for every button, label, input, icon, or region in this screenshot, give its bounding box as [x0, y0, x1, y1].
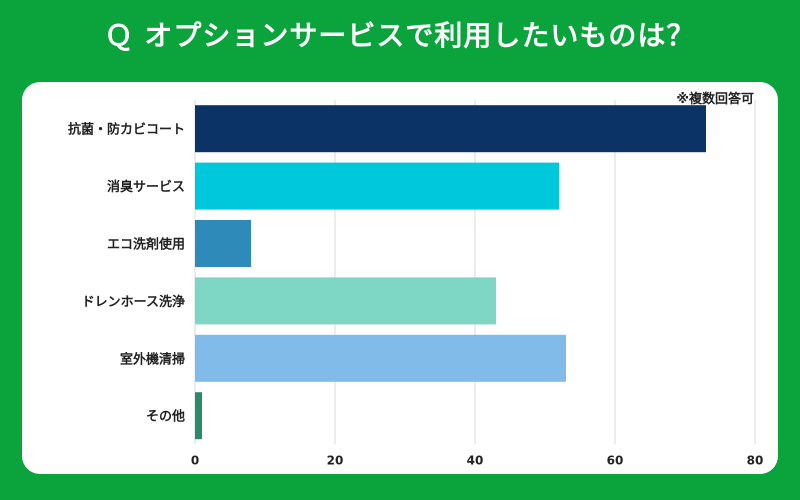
x-tick-label: 0 [191, 453, 199, 467]
chart-title: Ｑ オプションサービスで利用したいものは？ [104, 19, 696, 52]
bar-chart: 0 20 40 60 80 抗菌・防カビコート消臭サービスエコ洗剤使用ドレンホース洗浄室外… [68, 100, 764, 467]
bar [195, 334, 566, 382]
category-label: 抗菌・防カビコート [68, 122, 185, 138]
x-tick-label: 20 [327, 453, 344, 467]
bar [195, 220, 251, 267]
bar [195, 162, 559, 210]
multiple-answer-note: ※複数回答可 [676, 92, 754, 107]
category-label: 消臭サービス [107, 179, 185, 195]
category-label: その他 [146, 409, 185, 425]
category-label: ドレンホース洗浄 [82, 294, 185, 310]
x-tick-label: 80 [747, 453, 764, 467]
chart-card: ※複数回答可 0 20 40 60 80 抗菌・防カビコート消臭サービス エコ洗剤使用ドレン… [22, 82, 778, 474]
category-label: エコ洗剤使用 [107, 237, 185, 253]
bar [195, 105, 706, 153]
x-tick-label: 40 [467, 453, 484, 467]
bar [195, 277, 496, 325]
category-label: 室外機清掃 [120, 351, 185, 367]
x-tick-label: 60 [607, 453, 624, 467]
bar [195, 392, 202, 440]
